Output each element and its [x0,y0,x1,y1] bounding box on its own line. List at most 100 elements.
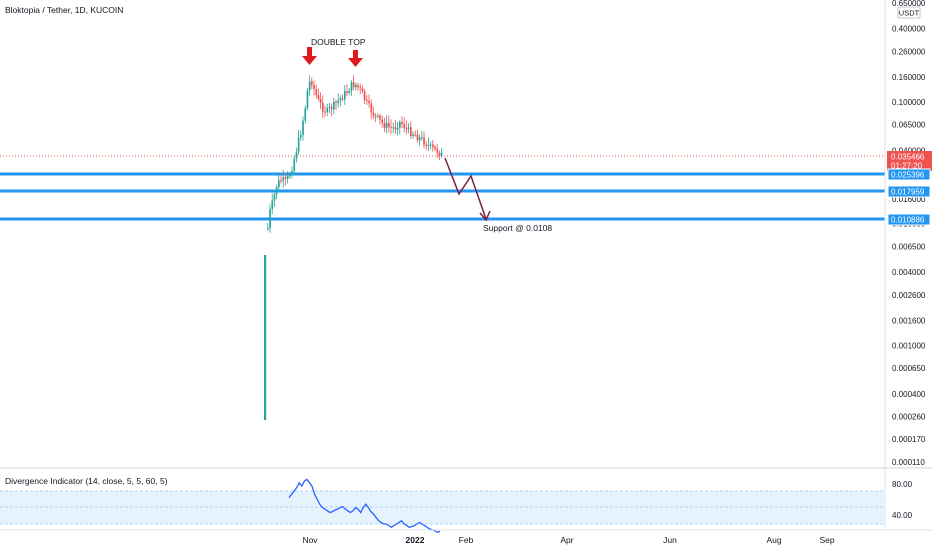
candle-body [308,81,311,91]
oscillator-line [288,478,441,534]
candle-body [416,134,419,141]
candle-body [440,152,443,156]
candle-body [348,91,351,93]
price-tick-label: 0.000650 [892,364,926,373]
candle-body [282,177,285,181]
level-value: 0.025396 [891,171,925,180]
candle-body [381,119,384,123]
price-tick-label: 0.260000 [892,47,926,56]
candle-body [328,107,331,109]
candle-body [350,82,353,92]
candle-body [396,127,399,130]
candle-body [379,115,381,120]
support-annotation: Support @ 0.0108 [483,223,552,233]
candle-body [425,144,428,147]
candle-body [315,89,318,96]
candle-body [432,144,434,148]
indicator-tick: 80.00 [892,480,913,489]
price-tick-label: 0.650000 [892,0,926,8]
candle-body [438,153,441,156]
candle-body [401,122,403,125]
candle-body [302,120,304,136]
time-tick-label: Aug [766,535,781,545]
candle-body [407,127,410,129]
price-tick-label: 0.400000 [892,25,926,34]
candle-body [291,171,293,176]
candle-body [436,148,439,154]
candle-body [337,100,340,104]
candle-body [300,135,302,138]
candle-body [278,180,280,188]
candle-body [319,98,322,103]
candle-body [390,126,392,128]
price-tick-label: 0.040000 [892,146,926,155]
support-levels[interactable] [0,172,885,221]
candle-body [412,134,414,136]
price-tick-label: 0.100000 [892,98,926,107]
candle-body [352,82,355,88]
candle-body [339,98,342,101]
chart-title: Bloktopia / Tether, 1D, KUCOIN [5,5,123,15]
time-tick-label: Jun [663,535,677,545]
price-tick-label: 0.006500 [892,242,926,251]
candle-body [284,177,287,179]
price-tick-label: 0.065000 [892,121,926,130]
level-value: 0.017959 [891,188,925,197]
price-tick-label: 0.001000 [892,341,926,350]
candle-body [280,180,282,182]
candle-body [313,85,315,90]
candle-body [322,102,324,112]
price-tick-label: 0.000260 [892,413,926,422]
candle-body [267,228,269,230]
last-price-value: 0.035466 [891,153,925,162]
candle-body [361,88,364,92]
candle-body [370,103,373,113]
price-tick-label: 0.002600 [892,291,926,300]
currency-label: USDT [899,9,920,18]
candle-body [394,127,397,130]
level-badge: 0.017959 [887,185,931,198]
time-axis[interactable]: Nov 2022 Feb Apr Jun Aug Sep [302,535,834,545]
candle-body [383,122,386,129]
candle-body [269,209,271,229]
candle-body [405,128,408,130]
candle-body [271,200,274,210]
indicator-label: Divergence Indicator (14, close, 5, 5, 6… [5,476,168,486]
candle-body [273,194,276,201]
candle-body [297,137,300,152]
candle-body [368,100,370,104]
candle-body [427,144,430,147]
candle-body [335,101,337,104]
candle-body [346,91,348,93]
candle-body [359,87,362,89]
candle-body [421,137,423,139]
candle-body [324,111,326,113]
candle-body [374,115,377,117]
time-tick-label: Feb [459,535,474,545]
candle-body [330,107,333,110]
countdown-timer: 01:27:20 [891,162,923,171]
candle-body [355,84,357,88]
time-tick-label: Nov [302,535,318,545]
indicator-tick: 40.00 [892,511,913,520]
candle-body [326,107,329,113]
candle-body [275,187,278,195]
candle-body [317,95,320,99]
price-tick-label: 0.000110 [892,458,925,467]
candle-body [410,127,412,136]
currency-badge: USDT [897,6,921,19]
arrow-down-icon [348,50,363,67]
price-scale[interactable]: 0.650000 0.400000 0.260000 0.160000 0.100000… [892,0,926,467]
projection-path [444,157,491,222]
candle-body [344,91,346,100]
time-tick-label: 2022 [406,535,425,545]
candle-body [372,112,375,116]
candle-body [388,122,390,127]
candle-body [418,137,421,141]
price-tick-label: 0.001600 [892,316,926,325]
candle-body [293,158,296,172]
price-tick-label: 0.000400 [892,390,926,399]
candle-body [385,122,388,129]
candle-body [264,255,267,420]
